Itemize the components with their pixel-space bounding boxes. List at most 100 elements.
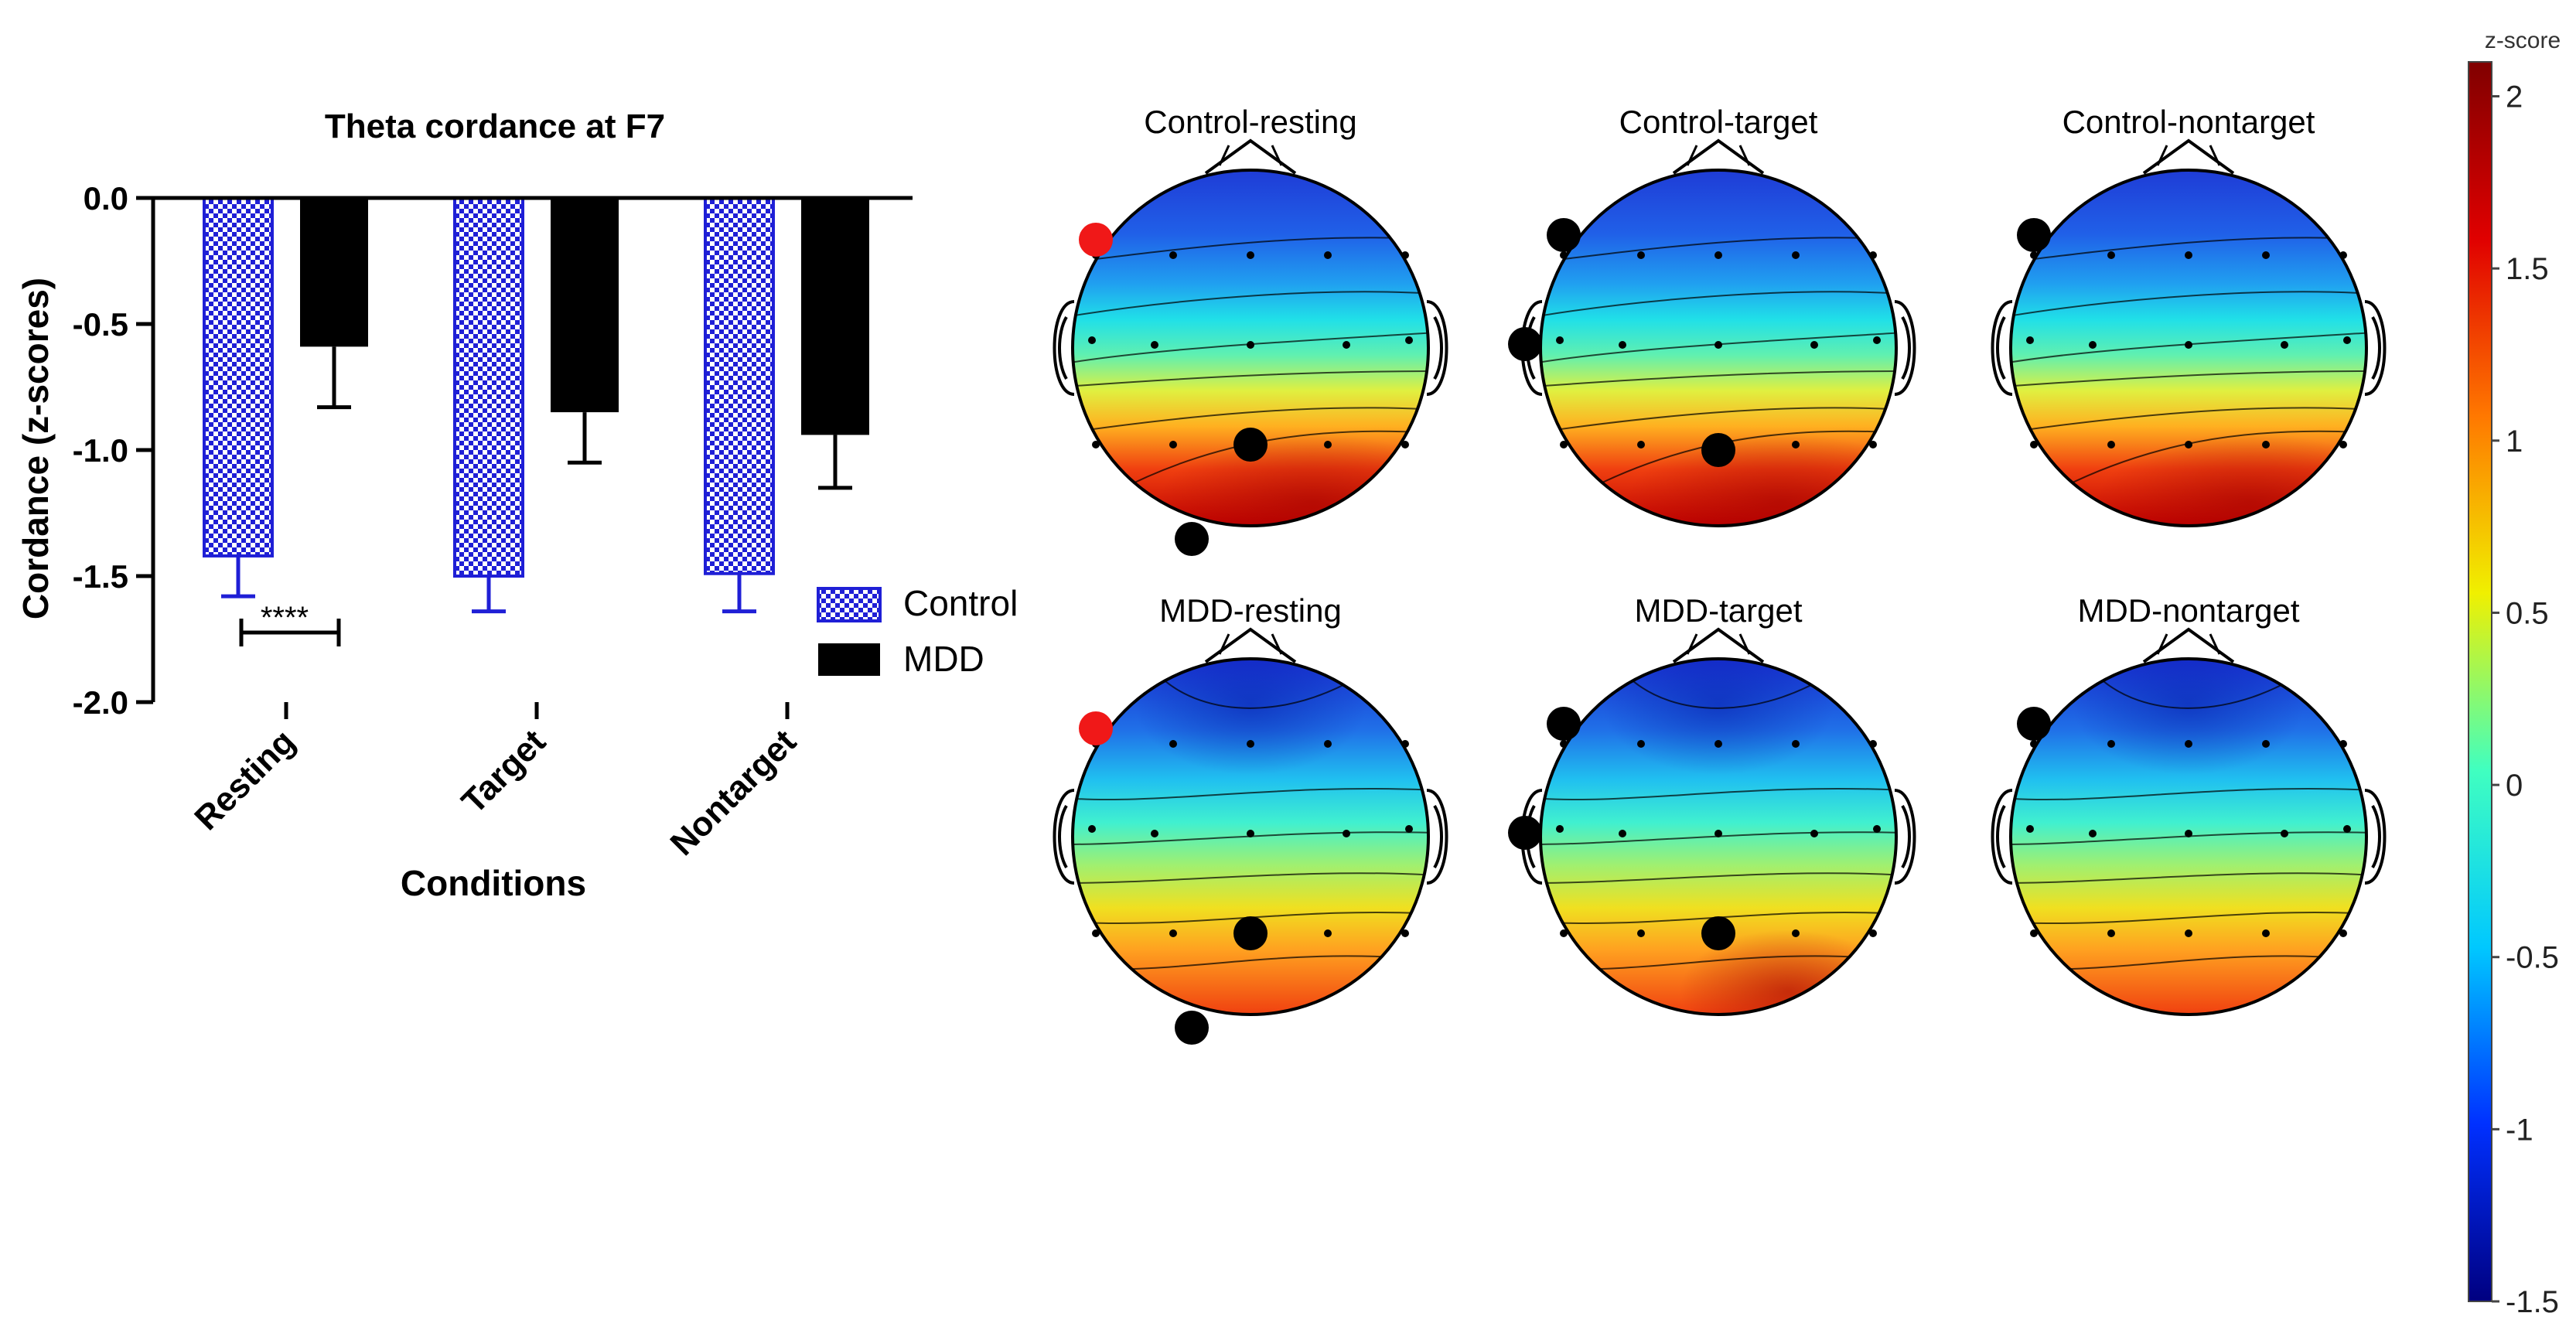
contour-line (1540, 237, 1896, 264)
electrode (1343, 830, 1350, 837)
bars (203, 196, 869, 578)
electrode (2107, 251, 2115, 259)
y-tick-label: -1.5 (73, 558, 128, 595)
electrode (1405, 825, 1413, 833)
colorbar: z-score 2 1.5 1 0.5 0 -0.5 -1 -1.5 (2468, 28, 2561, 1319)
significant-electrode (1701, 916, 1735, 950)
significant-electrode (2017, 218, 2051, 252)
electrode (1151, 341, 1158, 349)
electrode (1324, 929, 1332, 937)
electrode (1401, 251, 1409, 259)
electrode (1092, 441, 1100, 448)
electrode (1714, 341, 1722, 349)
electrode (1401, 929, 1409, 937)
contour-line (2011, 787, 2366, 801)
colorbar-tick-label: -0.5 (2506, 941, 2559, 975)
significance-bracket: **** (239, 601, 341, 646)
electrode (1088, 336, 1096, 344)
electrode (1792, 929, 1800, 937)
contour-line (1073, 370, 1428, 387)
electrode (2281, 830, 2288, 837)
electrode (1401, 441, 1409, 448)
contour-line (2033, 430, 2366, 503)
electrode (2026, 336, 2034, 344)
head-map-title: Control-resting (1144, 104, 1356, 140)
electrode (2262, 251, 2270, 259)
electrode (1869, 929, 1877, 937)
electrode (1619, 830, 1626, 837)
x-tick-label-target: Target (455, 722, 554, 821)
electrode (2262, 929, 2270, 937)
y-ticks: 0.0 -0.5 -1.0 -1.5 -2.0 (73, 180, 153, 721)
head-outline (1071, 169, 1430, 527)
y-tick-label: 0.0 (84, 180, 128, 217)
electrode (1247, 830, 1254, 837)
electrode (2107, 740, 2115, 748)
head-map-mdd-target: MDD-target (1508, 592, 1916, 1016)
electrode (1873, 825, 1881, 833)
electrode (1560, 740, 1568, 748)
nose (1204, 627, 1297, 663)
electrode (1560, 251, 1568, 259)
electrode (1869, 251, 1877, 259)
head-map-control-resting: Control-resting (1053, 104, 1448, 556)
scalp-field (1073, 170, 1428, 526)
electrode (1556, 336, 1564, 344)
left-ear (1991, 300, 2013, 396)
colorbar-label: z-score (2485, 28, 2561, 53)
electrode (1556, 825, 1564, 833)
significant-electrode (1175, 1011, 1209, 1045)
electrode (1792, 251, 1800, 259)
y-tick-label: -2.0 (73, 684, 128, 721)
right-ear (2364, 789, 2387, 885)
head-outline (2009, 657, 2368, 1016)
contour-line (2011, 407, 2366, 434)
scalp-field (1540, 659, 1896, 1015)
electrode (2107, 441, 2115, 448)
electrode (2185, 441, 2192, 448)
error-bars (221, 346, 852, 614)
left-ear (1053, 300, 1075, 396)
significant-electrode (1547, 707, 1581, 741)
contour-line (1540, 407, 1896, 434)
highlighted-electrode (1079, 711, 1113, 745)
nose (2142, 138, 2235, 175)
electrode (2339, 441, 2347, 448)
bar-chart: Theta cordance at F7 Cordance (z-scores)… (15, 107, 1018, 903)
electrode (2030, 740, 2038, 748)
legend-label-mdd: MDD (903, 639, 984, 679)
contour-line (1073, 332, 1428, 364)
left-ear (1991, 789, 2013, 885)
electrode (2185, 929, 2192, 937)
electrode (1637, 929, 1645, 937)
significant-electrode (1547, 218, 1581, 252)
electrode (1810, 830, 1818, 837)
electrode (2030, 929, 2038, 937)
electrode (1637, 740, 1645, 748)
significant-electrode (2017, 707, 2051, 741)
head-map-title: Control-target (1619, 104, 1818, 140)
head-map-title: Control-nontarget (2063, 104, 2315, 140)
electrode (2343, 336, 2351, 344)
electrode (1151, 830, 1158, 837)
legend-label-control: Control (903, 583, 1018, 623)
colorbar-tick-label: -1.5 (2506, 1285, 2559, 1319)
electrode (1637, 251, 1645, 259)
head-map-mdd-nontarget: MDD-nontarget (1991, 592, 2387, 1016)
electrode (1792, 740, 1800, 748)
nose (2142, 627, 2235, 663)
head-outline (2009, 169, 2368, 527)
legend: Control MDD (817, 583, 1018, 679)
x-tick-label-resting: Resting (187, 722, 302, 837)
colorbar-tick-label: 0 (2506, 769, 2523, 803)
head-map-mdd-resting: MDD-resting (1053, 592, 1448, 1045)
colorbar-tick-label: 2 (2506, 80, 2523, 114)
y-tick-label: -0.5 (73, 306, 128, 343)
contour-line (1540, 291, 1896, 318)
scalp-field (2011, 659, 2366, 1015)
electrode (1401, 740, 1409, 748)
electrode (1869, 740, 1877, 748)
bar-chart-title: Theta cordance at F7 (325, 107, 665, 145)
nose (1672, 627, 1765, 663)
